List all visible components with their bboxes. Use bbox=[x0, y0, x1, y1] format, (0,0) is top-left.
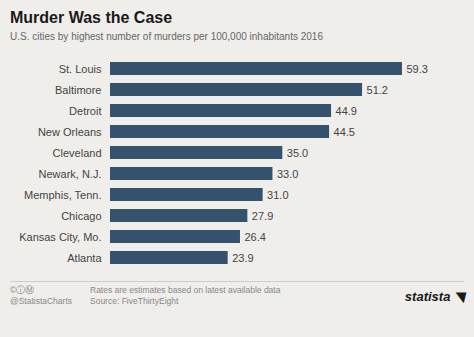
svg-text:Atlanta: Atlanta bbox=[67, 252, 102, 264]
html-text:@StatistaCharts: @StatistaCharts bbox=[10, 296, 72, 306]
svg-text:Newark, N.J.: Newark, N.J. bbox=[39, 168, 102, 180]
html-text:Rates are estimates based on l: Rates are estimates based on latest avai… bbox=[90, 285, 281, 295]
svg-text:35.0: 35.0 bbox=[287, 147, 308, 159]
html-text:Murder Was the Case: Murder Was the Case bbox=[10, 9, 173, 26]
svg-text:Baltimore: Baltimore bbox=[55, 84, 101, 96]
svg-text:23.9: 23.9 bbox=[232, 252, 253, 264]
svg-text:Memphis, Tenn.: Memphis, Tenn. bbox=[24, 189, 101, 201]
svg-text:44.9: 44.9 bbox=[336, 105, 357, 117]
html-text:statista ◥: statista ◥ bbox=[404, 288, 464, 304]
svg-text:31.0: 31.0 bbox=[267, 189, 288, 201]
svg-text:St. Louis: St. Louis bbox=[59, 63, 102, 75]
svg-text:New Orleans: New Orleans bbox=[38, 126, 102, 138]
svg-text:33.0: 33.0 bbox=[277, 168, 298, 180]
svg-text:51.2: 51.2 bbox=[367, 84, 388, 96]
svg-text:Chicago: Chicago bbox=[61, 210, 101, 222]
svg-text:Detroit: Detroit bbox=[69, 105, 101, 117]
svg-text:44.5: 44.5 bbox=[334, 126, 355, 138]
html-text:U.S. cities by highest number: U.S. cities by highest number of murders… bbox=[10, 31, 323, 42]
svg-text:Kansas City, Mo.: Kansas City, Mo. bbox=[19, 231, 101, 243]
svg-text:Cleveland: Cleveland bbox=[53, 147, 102, 159]
svg-text:26.4: 26.4 bbox=[244, 231, 265, 243]
html-text:Source: FiveThirtyEight: Source: FiveThirtyEight bbox=[90, 296, 179, 306]
svg-text:27.9: 27.9 bbox=[252, 210, 273, 222]
svg-text:59.3: 59.3 bbox=[406, 63, 427, 75]
